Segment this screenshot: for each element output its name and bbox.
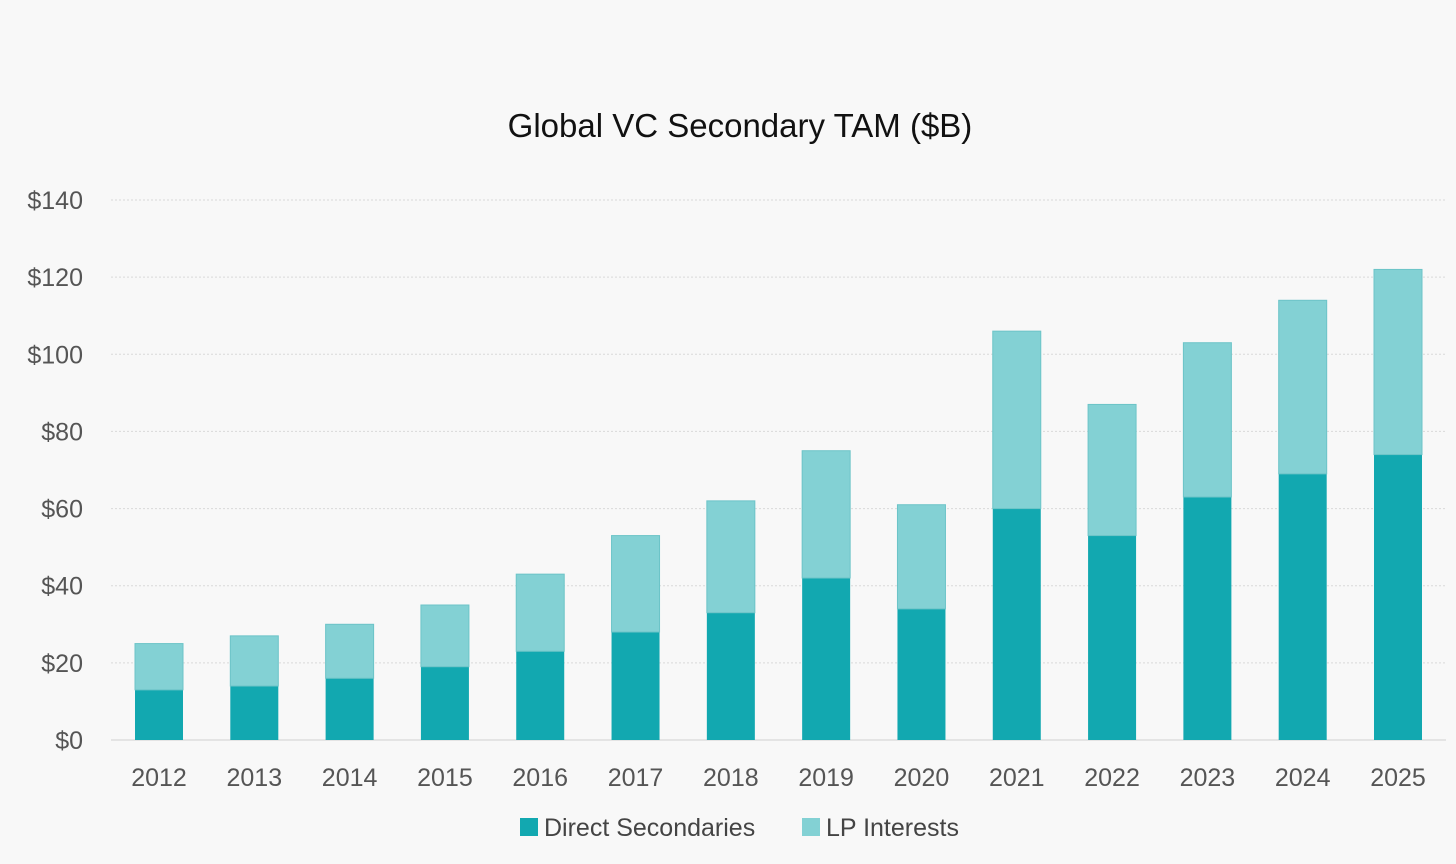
bar-lp-interests-2022 (1087, 403, 1137, 537)
y-axis-ticks: $0 $20 $40 $60 $80 $100 $120 $140 (27, 187, 83, 755)
bar-direct-secondaries-2022 (1088, 535, 1137, 740)
bar-lp-interests-2023 (1182, 342, 1232, 498)
bar-lp-interests-2025 (1373, 268, 1423, 456)
x-tick-label: 2024 (1275, 764, 1331, 792)
y-tick-label: $80 (41, 418, 83, 446)
bar-lp-interests-2014 (325, 623, 375, 679)
bar-direct-secondaries-2017 (611, 632, 660, 740)
x-tick-label: 2019 (798, 764, 854, 792)
bar-direct-secondaries-2012 (135, 689, 183, 740)
bar-direct-secondaries-2024 (1278, 473, 1327, 740)
x-tick-label: 2017 (608, 764, 664, 792)
bar-lp-interests-2017 (611, 535, 661, 633)
y-tick-label: $0 (55, 727, 83, 755)
grid-lines (111, 199, 1446, 741)
x-axis-ticks: 2012 2013 2014 2015 2016 2017 2018 2019 2020 2021… (131, 764, 1426, 792)
bar-lp-interests-2021 (992, 330, 1042, 510)
bar-lp-interests-2020 (896, 504, 946, 610)
bar-lp-interests-2018 (706, 500, 756, 614)
x-tick-label: 2023 (1180, 764, 1236, 792)
legend-label-lp-interests: LP Interests (826, 814, 959, 842)
y-tick-label: $140 (27, 187, 83, 215)
legend: Direct Secondaries LP Interests (520, 814, 959, 842)
bar-direct-secondaries-2018 (706, 612, 755, 740)
x-tick-label: 2025 (1370, 764, 1426, 792)
bar-lp-interests-2016 (515, 573, 565, 652)
bar-lp-interests-2015 (420, 604, 470, 668)
y-tick-label: $60 (41, 496, 83, 524)
bar-direct-secondaries-2019 (802, 578, 851, 740)
x-tick-label: 2022 (1084, 764, 1140, 792)
y-tick-label: $40 (41, 573, 83, 601)
x-tick-label: 2020 (894, 764, 950, 792)
bar-direct-secondaries-2013 (230, 686, 279, 740)
x-tick-label: 2015 (417, 764, 473, 792)
bars (134, 268, 1423, 740)
legend-swatch-lp-interests (802, 818, 820, 836)
chart-title: Global VC Secondary TAM ($B) (508, 107, 973, 144)
bar-lp-interests-2012 (134, 643, 184, 691)
bar-lp-interests-2024 (1278, 299, 1328, 475)
y-tick-label: $120 (27, 264, 83, 292)
legend-swatch-direct-secondaries (520, 818, 538, 836)
x-tick-label: 2016 (512, 764, 568, 792)
bar-lp-interests-2019 (801, 450, 851, 579)
bar-direct-secondaries-2015 (420, 666, 469, 740)
x-tick-label: 2014 (322, 764, 378, 792)
bar-direct-secondaries-2021 (992, 508, 1041, 740)
x-tick-label: 2021 (989, 764, 1045, 792)
bar-direct-secondaries-2016 (516, 651, 565, 740)
y-tick-label: $20 (41, 650, 83, 678)
x-tick-label: 2018 (703, 764, 759, 792)
bar-direct-secondaries-2023 (1183, 497, 1232, 740)
bar-lp-interests-2013 (229, 635, 279, 687)
x-tick-label: 2013 (226, 764, 282, 792)
y-tick-label: $100 (27, 341, 83, 369)
bar-direct-secondaries-2025 (1374, 454, 1422, 740)
bar-direct-secondaries-2020 (897, 608, 946, 740)
x-tick-label: 2012 (131, 764, 187, 792)
legend-label-direct-secondaries: Direct Secondaries (544, 814, 755, 842)
bar-direct-secondaries-2014 (325, 678, 374, 740)
